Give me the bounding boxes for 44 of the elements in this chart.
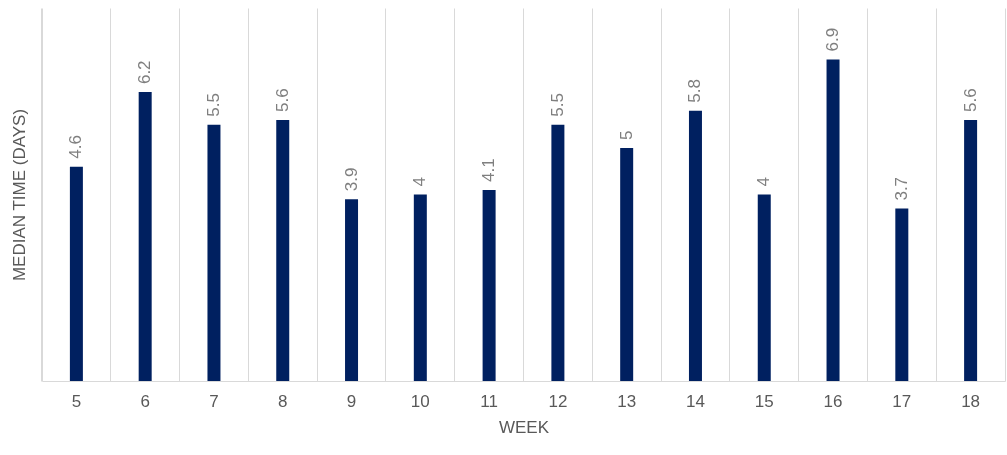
bar [276, 120, 290, 381]
x-tick-label: 7 [209, 391, 219, 411]
data-label: 6.9 [823, 27, 843, 52]
data-label: 4 [754, 177, 774, 187]
x-tick-label: 6 [140, 391, 150, 411]
bar [620, 147, 634, 381]
data-label: 4.1 [479, 158, 499, 182]
x-tick-label: 14 [686, 391, 705, 411]
data-label: 3.7 [891, 176, 911, 201]
bar [551, 124, 565, 381]
x-tick-label: 18 [961, 391, 981, 411]
data-label: 6.2 [135, 60, 155, 85]
data-label: 5.5 [203, 93, 223, 117]
bar [482, 189, 496, 381]
bar [207, 124, 221, 381]
x-tick-label: 10 [410, 391, 430, 411]
data-label: 4 [410, 177, 430, 187]
data-label: 5.5 [547, 93, 567, 117]
x-axis-title: WEEK [498, 417, 550, 437]
x-tick-label: 11 [480, 391, 498, 411]
data-label: 5.8 [685, 79, 705, 103]
data-label: 4.6 [66, 134, 86, 159]
bar [688, 110, 702, 381]
x-tick-label: 12 [548, 391, 568, 411]
x-tick-label: 15 [754, 391, 774, 411]
bar [757, 194, 771, 381]
bar [826, 59, 840, 381]
bar [964, 120, 978, 381]
x-tick-label: 5 [71, 391, 82, 411]
x-tick-label: 13 [617, 391, 637, 411]
bar [69, 166, 83, 381]
x-tick-label: 16 [823, 391, 843, 411]
bar [138, 92, 152, 381]
data-label: 3.9 [341, 167, 361, 192]
data-label: 5.6 [272, 88, 292, 113]
x-tick-label: 8 [278, 391, 288, 411]
data-label: 5.6 [960, 88, 980, 113]
bar [413, 194, 427, 381]
bar [345, 199, 359, 381]
x-tick-label: 17 [892, 391, 912, 411]
data-label: 5 [616, 130, 636, 140]
y-axis-title: MEDIAN TIME (DAYS) [9, 108, 29, 282]
bar [895, 208, 909, 381]
x-tick-label: 9 [346, 391, 357, 411]
